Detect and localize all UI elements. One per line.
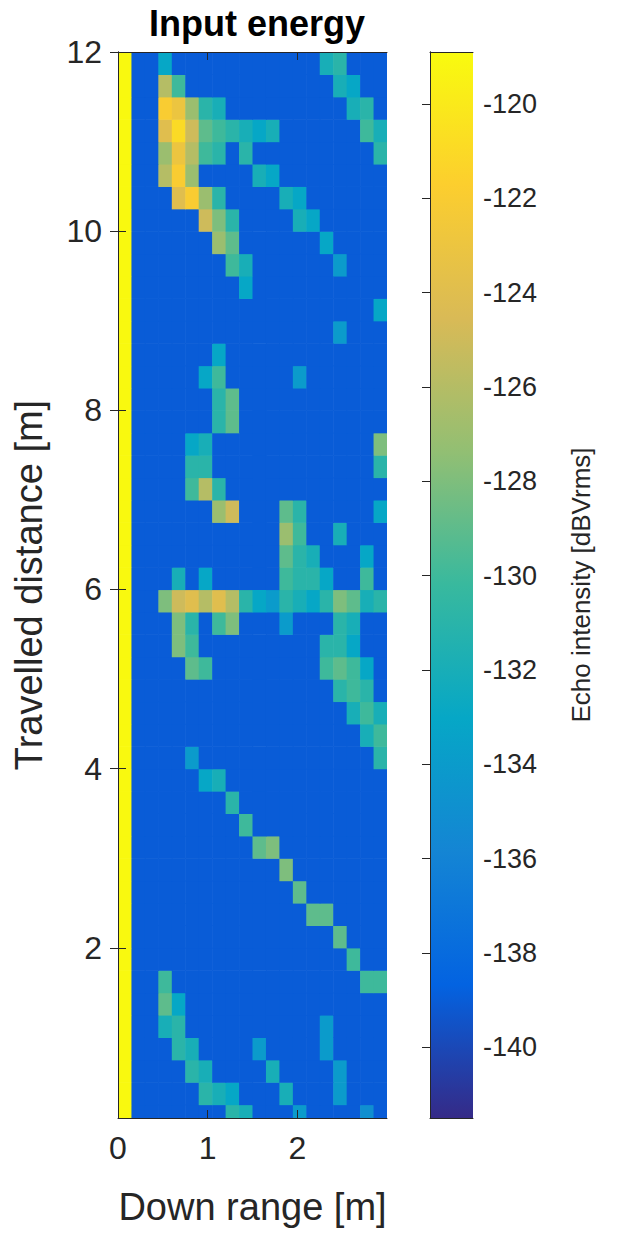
svg-text:-122: -122 (483, 183, 537, 213)
svg-text:8: 8 (84, 392, 102, 428)
svg-text:12: 12 (66, 34, 102, 70)
svg-text:-136: -136 (483, 844, 537, 874)
svg-text:0: 0 (109, 1130, 127, 1166)
svg-text:-130: -130 (483, 561, 537, 591)
svg-text:1: 1 (199, 1130, 217, 1166)
svg-text:4: 4 (84, 751, 102, 787)
svg-text:2: 2 (288, 1130, 306, 1166)
svg-text:Down range [m]: Down range [m] (118, 1186, 386, 1228)
svg-text:-138: -138 (483, 938, 537, 968)
svg-text:-140: -140 (483, 1032, 537, 1062)
svg-text:10: 10 (66, 213, 102, 249)
svg-text:Travelled distance [m]: Travelled distance [m] (8, 400, 50, 770)
svg-text:-134: -134 (483, 749, 537, 779)
svg-text:-124: -124 (483, 278, 537, 308)
svg-text:2: 2 (84, 930, 102, 966)
svg-text:6: 6 (84, 571, 102, 607)
svg-text:Input energy: Input energy (149, 3, 365, 44)
svg-text:-132: -132 (483, 655, 537, 685)
svg-text:-120: -120 (483, 89, 537, 119)
svg-text:-126: -126 (483, 372, 537, 402)
svg-text:-128: -128 (483, 466, 537, 496)
svg-text:Echo intensity [dBVrms]: Echo intensity [dBVrms] (566, 447, 596, 722)
